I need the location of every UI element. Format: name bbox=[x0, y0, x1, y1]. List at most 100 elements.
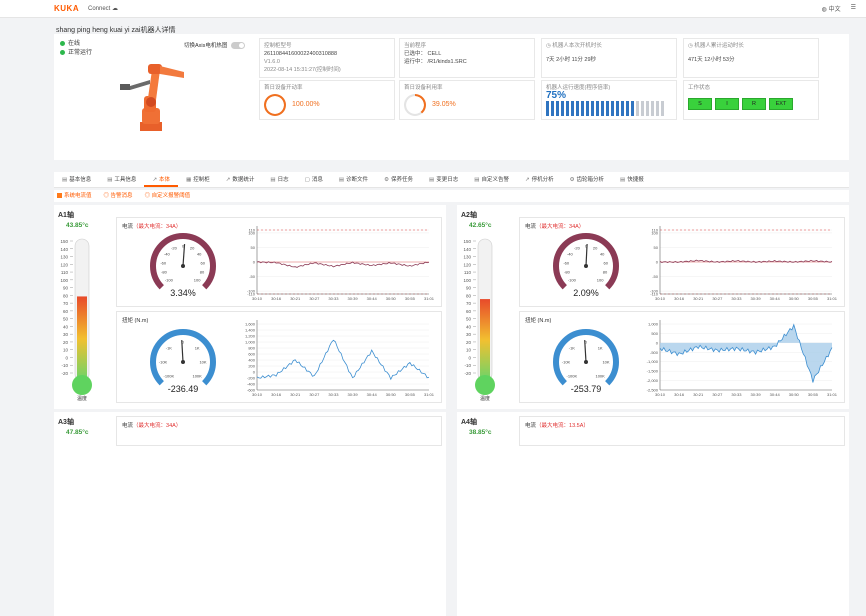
light-r: R bbox=[742, 98, 766, 110]
y-tick-label: 50 bbox=[654, 245, 659, 250]
thermo-tick-label: 80 bbox=[63, 293, 69, 298]
tab-11[interactable]: ↗ 停机分析 bbox=[517, 172, 562, 187]
thermo-tick-label: -20 bbox=[464, 371, 471, 376]
running-dot-icon bbox=[60, 49, 65, 55]
gauge-tick-label: -20 bbox=[171, 246, 178, 251]
axis-title: A1轴 bbox=[58, 212, 74, 219]
tab-7[interactable]: ▤ 诊断文件 bbox=[331, 172, 376, 187]
y-tick-label: 800 bbox=[248, 346, 255, 351]
y-tick-label: -600 bbox=[247, 388, 256, 393]
speed-bar-segment bbox=[566, 101, 569, 116]
gauge-tick-label: 100 bbox=[597, 278, 604, 283]
gauge-tick-label: 80 bbox=[200, 270, 205, 275]
subtab-custom-threshold[interactable]: ◎ 自定义报警阈值 bbox=[144, 193, 191, 199]
subtab-label: 自定义报警阈值 bbox=[151, 193, 191, 199]
torque-gauge: -100K -10K -1K 0 1K 10K 100K -253.79 bbox=[546, 326, 626, 398]
x-tick-label: 30:33 bbox=[731, 296, 742, 301]
tab-icon: ▤ bbox=[62, 177, 68, 183]
gauge-tick-label: 100 bbox=[194, 278, 201, 283]
tab-12[interactable]: ⚙ 齿轮箱分析 bbox=[562, 172, 612, 187]
tab-2[interactable]: ↗ 本体 bbox=[144, 172, 179, 187]
x-tick-label: 30:16 bbox=[271, 296, 282, 301]
y-tick-label: -50 bbox=[249, 274, 256, 279]
gauge-arc bbox=[150, 233, 216, 290]
tab-label: 日志 bbox=[277, 177, 289, 183]
tab-9[interactable]: ▤ 变更日志 bbox=[421, 172, 466, 187]
current-max: （最大电流：34A） bbox=[133, 423, 182, 429]
x-tick-label: 30:50 bbox=[386, 296, 397, 301]
language-selector[interactable]: ◍ 中文 bbox=[822, 4, 841, 13]
subtab-system-current[interactable]: 系统电流值 bbox=[57, 190, 92, 202]
tab-5[interactable]: ▤ 日志 bbox=[262, 172, 296, 187]
x-tick-label: 30:39 bbox=[751, 392, 762, 397]
globe-icon: ◍ bbox=[821, 7, 827, 13]
tab-10[interactable]: ▤ 自定义告警 bbox=[466, 172, 517, 187]
axis-title: A2轴 bbox=[461, 212, 477, 219]
tab-6[interactable]: ▢ 消息 bbox=[297, 172, 331, 187]
tab-13[interactable]: ▤ 快捷报 bbox=[612, 172, 652, 187]
toggle-switch[interactable] bbox=[231, 41, 246, 49]
torque-panel: 扭矩 (N.m) -100K -10K -1K 0 1K 10K 100K -236.49 1,6… bbox=[116, 311, 442, 403]
y-tick-label: -2,500 bbox=[647, 388, 659, 393]
thermo-tick-label: -10 bbox=[464, 363, 471, 368]
tab-8[interactable]: ⚙ 保养任务 bbox=[376, 172, 421, 187]
work-status-card: 工作状态 S I R EXT bbox=[683, 80, 819, 120]
tab-icon: ▤ bbox=[270, 177, 276, 183]
y-tick-label: 600 bbox=[248, 352, 255, 357]
run-rate-ring bbox=[404, 94, 426, 116]
x-tick-label: 30:27 bbox=[712, 296, 723, 301]
y-tick-label: 1,200 bbox=[245, 334, 256, 339]
speed-bar-segment bbox=[586, 101, 589, 116]
thermo-tick-label: 150 bbox=[463, 239, 471, 244]
run-rate-card: 首日设备利用率 39.05% bbox=[399, 80, 535, 120]
thermo-tick-label: 140 bbox=[60, 247, 68, 252]
subtab-label: 系统电流值 bbox=[64, 193, 92, 199]
thermo-tick-label: 60 bbox=[466, 309, 472, 314]
gauge-tick-label: -40 bbox=[567, 252, 574, 257]
tab-label: 变更日志 bbox=[436, 177, 459, 183]
x-tick-label: 31:01 bbox=[424, 296, 435, 301]
tab-label: 本体 bbox=[159, 177, 171, 183]
thermo-tick-label: 20 bbox=[466, 340, 472, 345]
tab-0[interactable]: ▤ 基本信息 bbox=[54, 172, 99, 187]
y-tick-label: 110 bbox=[652, 228, 659, 233]
menu-icon[interactable]: ☰ bbox=[850, 5, 856, 11]
x-tick-label: 30:50 bbox=[386, 392, 397, 397]
robot-overview: 在线 正常运行 切换Axis电机热图 控制柜型号 261108441600022… bbox=[54, 34, 849, 160]
y-tick-label: 1,000 bbox=[648, 322, 659, 327]
thermo-tick-label: 130 bbox=[463, 255, 471, 260]
light-s: S bbox=[688, 98, 712, 110]
thermo-tick-label: 110 bbox=[61, 270, 69, 275]
current-chart: 110 100 50 0 -50 -100 -110 30:10 30:16 30:21 30:27… bbox=[235, 222, 439, 308]
current-max: （最大电流：34A） bbox=[536, 224, 585, 230]
status-running: 正常运行 bbox=[68, 50, 93, 56]
tab-1[interactable]: ▤ 工具信息 bbox=[99, 172, 144, 187]
gauge: -100K -10K -1K 0 1K 10K 100K -253.79 bbox=[553, 329, 619, 394]
torque-panel: 扭矩 (N.m) -100K -10K -1K 0 1K 10K 100K -253.79 1,0… bbox=[519, 311, 845, 403]
x-tick-label: 30:16 bbox=[271, 392, 282, 397]
thermo-tick-label: 50 bbox=[466, 317, 472, 322]
series-line bbox=[659, 323, 833, 383]
x-tick-label: 30:10 bbox=[252, 392, 263, 397]
subtab-alarm-messages[interactable]: ◎ 告警消息 bbox=[103, 193, 133, 199]
tab-4[interactable]: ↗ 数据统计 bbox=[218, 172, 263, 187]
serial-value: 261108441600022400310888 bbox=[264, 51, 338, 57]
tab-icon: ▤ bbox=[107, 177, 113, 183]
subtab-label: 告警消息 bbox=[110, 193, 133, 199]
x-tick-label: 31:01 bbox=[827, 296, 838, 301]
torque-chart: 1,600 1,400 1,200 1,000 800 600 400 200 0 -200 -40… bbox=[235, 316, 439, 404]
y-tick-label: 100 bbox=[651, 230, 658, 235]
line-chart: 1,0005000-500-1,000-1,500-2,000-2,50030:… bbox=[647, 320, 838, 397]
x-tick-label: 30:16 bbox=[674, 392, 685, 397]
thermo-bulb bbox=[475, 375, 495, 395]
axis-toggle-label: 切换Axis电机热图 bbox=[184, 43, 228, 49]
x-tick-label: 30:33 bbox=[328, 392, 339, 397]
tab-label: 工具信息 bbox=[114, 177, 137, 183]
y-tick-label: 0 bbox=[656, 340, 659, 345]
torque-title: 扭矩 (N.m) bbox=[525, 318, 552, 324]
tab-3[interactable]: ▦ 控制柜 bbox=[178, 172, 218, 187]
light-ext: EXT bbox=[769, 98, 793, 110]
axis-heatmap-toggle[interactable]: 切换Axis电机热图 bbox=[184, 41, 246, 49]
x-tick-label: 30:10 bbox=[655, 296, 666, 301]
thermometer-wrap: 150 140 130 120 110 100 90 80 70 60 50 40 30 20 10 0 -10… bbox=[461, 233, 513, 402]
